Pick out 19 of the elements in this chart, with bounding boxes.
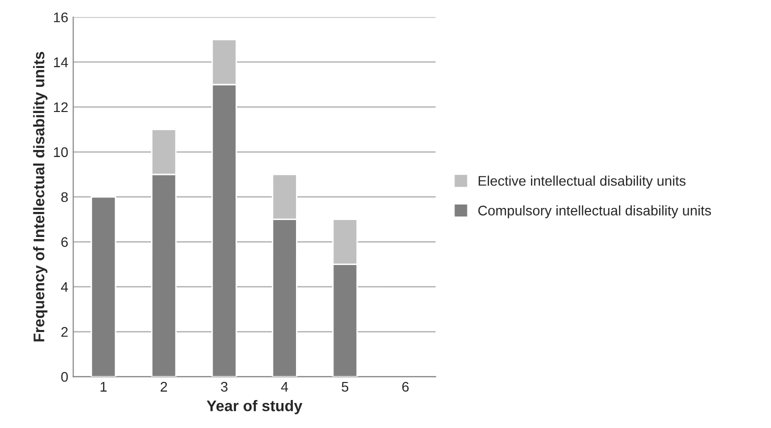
y-axis-title: Frequency of Intellectual disability units <box>33 52 48 342</box>
y-tick-label: 10 <box>54 147 68 158</box>
y-tick-label: 8 <box>61 192 68 202</box>
y-tick-label: 16 <box>54 12 68 22</box>
legend-label: Elective intellectual disability units <box>478 176 686 189</box>
x-tick-label: 2 <box>160 382 168 392</box>
y-tick-label: 12 <box>54 102 68 112</box>
y-tick-label: 4 <box>60 282 68 292</box>
x-tick-label: 5 <box>342 382 348 392</box>
y-tick-label: 2 <box>61 327 68 337</box>
x-axis-title: Year of study <box>206 400 302 414</box>
y-tick-label: 0 <box>61 372 68 382</box>
legend-label: Compulsory intellectual disability units <box>478 205 711 218</box>
y-tick-label: 6 <box>61 237 68 247</box>
y-tick-label: 14 <box>54 58 68 68</box>
x-tick-label: 4 <box>281 382 288 392</box>
x-tick-label: 3 <box>220 382 228 392</box>
x-tick-label: 1 <box>100 382 107 392</box>
x-tick-label: 6 <box>402 382 409 392</box>
